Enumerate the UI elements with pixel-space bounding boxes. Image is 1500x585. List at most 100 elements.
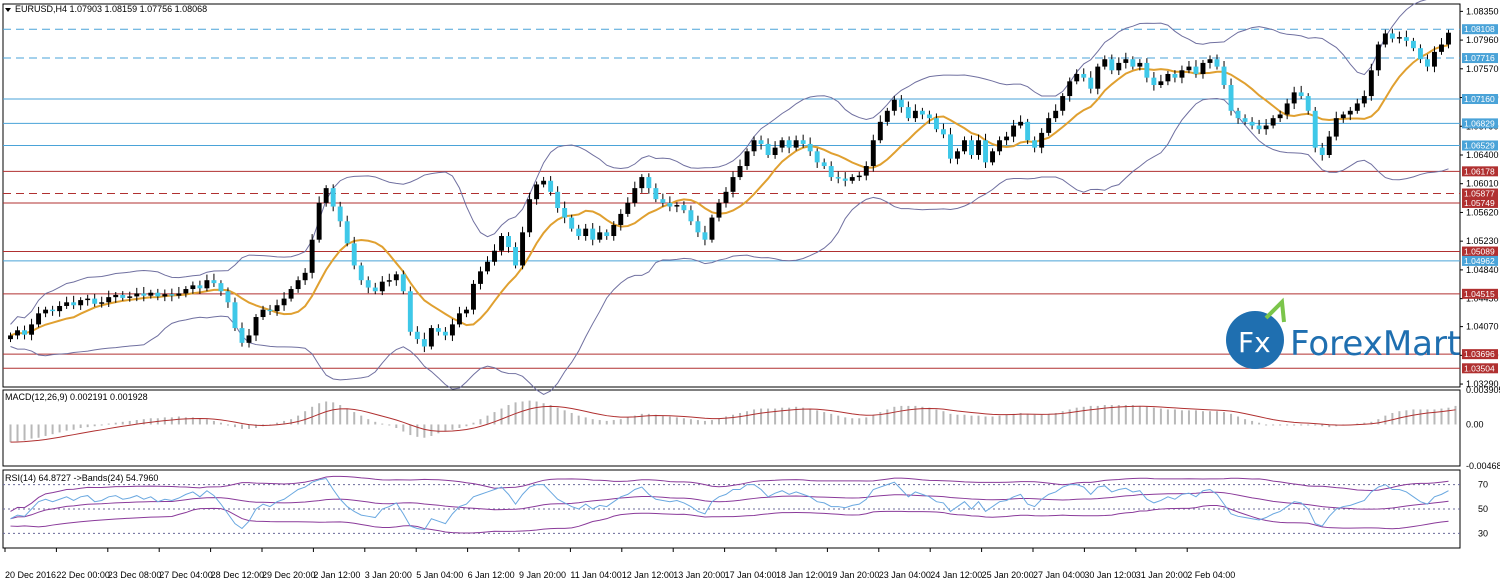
macd-bar <box>507 405 510 425</box>
price-level-badge <box>1462 188 1498 199</box>
macd-bar <box>675 417 678 425</box>
bear-candle <box>1249 121 1255 126</box>
macd-bar <box>781 407 784 425</box>
macd-bar <box>444 424 447 432</box>
macd-bar <box>661 415 664 425</box>
macd-bar <box>1075 407 1078 425</box>
macd-bar <box>563 410 566 425</box>
bull-candle <box>1018 121 1024 126</box>
macd-bar <box>374 421 377 425</box>
rsi-header: RSI(14) 64.8727 ->Bands(24) 54.7960 <box>5 473 158 483</box>
logo-brand-text: ForexMart <box>1290 324 1460 364</box>
moving-average <box>10 44 1449 337</box>
bull-candle <box>1326 136 1332 155</box>
time-tick-label: 17 Jan 04:00 <box>725 570 777 580</box>
macd-bar <box>226 424 229 426</box>
price-level-badges: 1.08108 1.07716 1.07160 1.06829 1.06529 1.061… <box>1462 24 1498 374</box>
price-tick-label: 1.04070 <box>1466 322 1499 332</box>
bull-candle <box>36 313 42 325</box>
bear-candle <box>1081 73 1087 78</box>
macd-bar <box>142 419 145 425</box>
bear-candle <box>1319 147 1325 155</box>
price-level-badge <box>1462 349 1498 360</box>
bull-candle <box>15 330 20 336</box>
macd-bar <box>486 415 489 425</box>
bull-candle <box>849 177 855 181</box>
macd-bar <box>79 424 82 428</box>
bear-candle <box>555 191 561 209</box>
bear-candle <box>513 247 519 266</box>
bear-candle <box>807 143 813 152</box>
bear-candle <box>1144 62 1150 78</box>
macd-bar <box>1082 406 1085 425</box>
macd-bar <box>1216 411 1219 425</box>
macd-bar <box>795 406 798 425</box>
macd-bar <box>1426 409 1429 425</box>
bull-candle <box>99 302 105 304</box>
bull-candle <box>520 232 526 266</box>
macd-bar <box>1405 410 1408 425</box>
price-tick-label: 1.05230 <box>1466 236 1499 246</box>
bear-candle <box>218 283 224 292</box>
bear-candle <box>1088 77 1094 89</box>
bull-candle <box>955 151 960 159</box>
bull-candle <box>891 99 897 111</box>
price-tick-label: 1.07960 <box>1466 35 1499 45</box>
macd-bar <box>1103 405 1106 425</box>
macd-bar <box>311 406 314 425</box>
macd-bar <box>283 420 286 425</box>
bear-candle <box>1305 96 1311 111</box>
bear-candle <box>435 328 441 332</box>
bull-candle <box>976 140 981 155</box>
macd-bar <box>1159 408 1162 425</box>
bear-candle <box>926 114 932 119</box>
bull-candle <box>632 188 638 203</box>
bear-candle <box>688 210 694 222</box>
price-level-badge <box>1462 24 1498 35</box>
time-tick-label: 3 Jan 20:00 <box>365 570 412 580</box>
macd-bar <box>710 420 713 425</box>
bull-candle <box>1284 103 1290 115</box>
bull-candle <box>597 232 603 240</box>
macd-bar <box>1047 413 1050 425</box>
macd-bar <box>991 416 994 425</box>
time-tick-label: 13 Jan 20:00 <box>673 570 725 580</box>
bull-candle <box>1270 118 1276 126</box>
macd-bar <box>1138 405 1141 425</box>
macd-bar <box>500 408 503 425</box>
macd-bar <box>788 407 791 425</box>
bear-candle <box>358 265 364 281</box>
dropdown-triangle-icon[interactable] <box>5 8 11 12</box>
macd-bar <box>451 424 454 430</box>
macd-bar <box>739 412 742 425</box>
macd-bar <box>767 408 770 425</box>
bull-candle <box>428 328 434 347</box>
macd-bar <box>872 414 875 425</box>
bull-candle <box>962 140 967 152</box>
main-panel-frame <box>2 3 1461 388</box>
bear-candle <box>1256 125 1262 130</box>
time-tick-label: 18 Jan 12:00 <box>776 570 828 580</box>
bull-candle <box>288 289 294 299</box>
bull-candle <box>295 280 301 290</box>
bull-candle <box>737 166 743 178</box>
bull-candle <box>618 213 624 225</box>
bear-candle <box>330 188 336 207</box>
macd-bar <box>1328 424 1331 428</box>
bull-candle <box>730 177 736 192</box>
macd-bar <box>30 424 33 439</box>
macd-bar <box>1194 410 1197 425</box>
bear-candle <box>821 162 827 167</box>
bear-candle <box>442 331 448 336</box>
macd-bar <box>86 424 89 428</box>
bear-candle <box>197 285 203 289</box>
price-level-badge <box>1462 94 1498 105</box>
bear-candle <box>548 180 554 192</box>
bear-candle <box>983 140 988 163</box>
bull-candle <box>274 305 280 312</box>
macd-bar <box>1040 414 1043 425</box>
price-tick-label: 1.06010 <box>1466 179 1499 189</box>
time-tick-label: 24 Jan 12:00 <box>930 570 982 580</box>
rsi-line <box>10 477 1449 531</box>
